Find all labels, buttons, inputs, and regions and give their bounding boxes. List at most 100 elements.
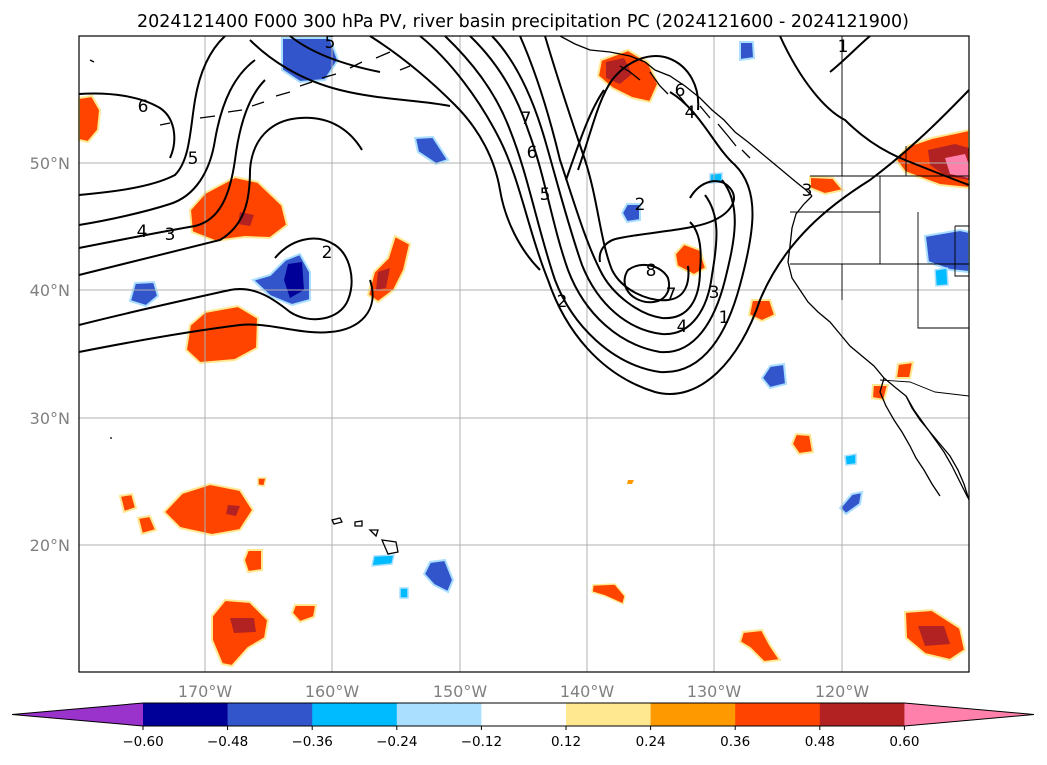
- precip-blob: [376, 268, 390, 290]
- precip-blob: [184, 304, 260, 365]
- contour-label: 5: [325, 33, 336, 53]
- precip-blob: [790, 432, 815, 456]
- pv-contour-1c: [829, 35, 871, 73]
- contour-label: 4: [137, 222, 148, 242]
- lon-label: 170°W: [178, 682, 233, 701]
- colorbar-extend-max: [904, 703, 1034, 726]
- contour-label: 6: [675, 81, 686, 101]
- precip-blob: [226, 505, 240, 516]
- contour-label: 2: [322, 243, 333, 263]
- contour-label: 4: [685, 103, 696, 123]
- pv-contours: [78, 35, 970, 395]
- precip-blob: [290, 604, 318, 624]
- hawaii-island: [331, 517, 343, 525]
- precip-blob: [945, 154, 969, 178]
- map-title: 2024121400 F000 300 hPa PV, river basin …: [137, 12, 909, 32]
- pv-contour-west-4: [78, 79, 266, 249]
- colorbar-tick-label: −0.24: [376, 734, 417, 750]
- pv-contour-1b: [779, 35, 970, 186]
- precip-blob: [188, 175, 289, 243]
- precip-blob: [738, 628, 782, 664]
- colorbar-segment: [396, 703, 482, 726]
- colorbar-segment: [819, 703, 905, 726]
- colorbar-tick-label: 0.60: [889, 734, 919, 750]
- pv-contour-inner-a: [598, 180, 735, 263]
- pv-contour-west-6: [78, 35, 226, 196]
- colorbar-segment: [735, 703, 821, 726]
- map-panel: 1 2 3 4 5 6 7 8 2 3 4 5 6 7 1 3 2 4 5 6: [78, 33, 970, 673]
- precip-blob: [739, 41, 756, 62]
- pv-contour-west-top2: [289, 35, 381, 73]
- lon-label: 150°W: [433, 682, 488, 701]
- colorbar-tick-label: −0.60: [122, 734, 163, 750]
- coastline-dot: [89, 59, 112, 439]
- colorbar-segment: [143, 703, 229, 726]
- pv-contour-west-2: [78, 237, 353, 326]
- hawaii-island: [380, 539, 399, 555]
- pv-contour-west-5: [78, 59, 256, 226]
- colorbar-tick-label: 0.24: [636, 734, 666, 750]
- precip-blob: [162, 482, 255, 537]
- hawaii-island: [354, 520, 363, 527]
- precip-blob: [118, 492, 138, 514]
- precip-blob: [918, 626, 950, 646]
- precip-blob: [413, 135, 450, 166]
- precip-blob: [128, 280, 160, 308]
- contour-label: 6: [138, 97, 149, 117]
- precip-blob: [242, 549, 263, 574]
- precip-blob: [760, 362, 788, 390]
- lat-label: 50°N: [30, 154, 70, 173]
- precip-blob: [422, 558, 455, 594]
- pv-contour-west-1: [78, 279, 374, 353]
- precip-blob: [747, 299, 777, 323]
- lon-label: 140°W: [560, 682, 615, 701]
- lon-label: 130°W: [687, 682, 742, 701]
- precip-blob: [211, 598, 270, 668]
- colorbar-segment: [650, 703, 736, 726]
- hawaii-island: [368, 529, 379, 538]
- contour-label: 2: [557, 292, 568, 312]
- pv-contour-inner-b: [577, 55, 700, 171]
- precip-blob: [257, 477, 267, 487]
- colorbar-tick-label: −0.36: [292, 734, 333, 750]
- gridlines: [79, 36, 969, 672]
- contour-label: 7: [521, 109, 532, 129]
- precip-blob: [230, 618, 256, 633]
- colorbar-tick-label: 0.48: [805, 734, 835, 750]
- precip-blob: [894, 360, 915, 379]
- colorbar: −0.60 −0.48 −0.36 −0.24 −0.12 0.12 0.24 0.36 0.4…: [11, 702, 1035, 750]
- pv-contour-2: [444, 35, 754, 374]
- contour-labels: 1 2 3 4 5 6 7 8 2 3 4 5 6 7 1 3 2 4 5 6: [137, 33, 849, 337]
- contour-label: 3: [165, 225, 176, 245]
- precip-blob: [844, 453, 857, 466]
- coastline-gulf: [905, 395, 969, 499]
- contour-label: 5: [188, 149, 199, 169]
- colorbar-segment: [566, 703, 652, 726]
- pv-contour-5: [369, 35, 541, 271]
- contour-label: 8: [646, 261, 657, 281]
- colorbar-tick-label: 0.12: [551, 734, 581, 750]
- coastline-baja: [879, 377, 941, 497]
- colorbar-tick-label: 0.36: [720, 734, 750, 750]
- colorbar-segment: [481, 703, 567, 726]
- colorbar-segment: [312, 703, 398, 726]
- map-frame: [78, 35, 970, 673]
- pv-contour-7: [544, 35, 690, 302]
- precip-blob: [627, 480, 634, 484]
- contour-label: 1: [838, 37, 849, 57]
- lon-label: 160°W: [305, 682, 360, 701]
- contour-label: 6: [527, 143, 538, 163]
- pv-contour-west-top: [249, 39, 451, 107]
- precip-blob: [371, 554, 395, 567]
- contour-label: 4: [677, 317, 688, 337]
- lon-labels: 170°W 160°W 150°W 140°W 130°W 120°W: [178, 682, 870, 701]
- precip-blob: [281, 37, 340, 84]
- contour-label: 1: [719, 308, 730, 328]
- coastline-alaska: [559, 35, 813, 197]
- contour-label: 3: [709, 283, 720, 303]
- contour-label: 2: [635, 195, 646, 215]
- pv-contour-3: [469, 35, 736, 354]
- colorbar-tick-label: −0.48: [207, 734, 248, 750]
- precip-blob: [284, 262, 304, 298]
- lat-label: 30°N: [30, 409, 70, 428]
